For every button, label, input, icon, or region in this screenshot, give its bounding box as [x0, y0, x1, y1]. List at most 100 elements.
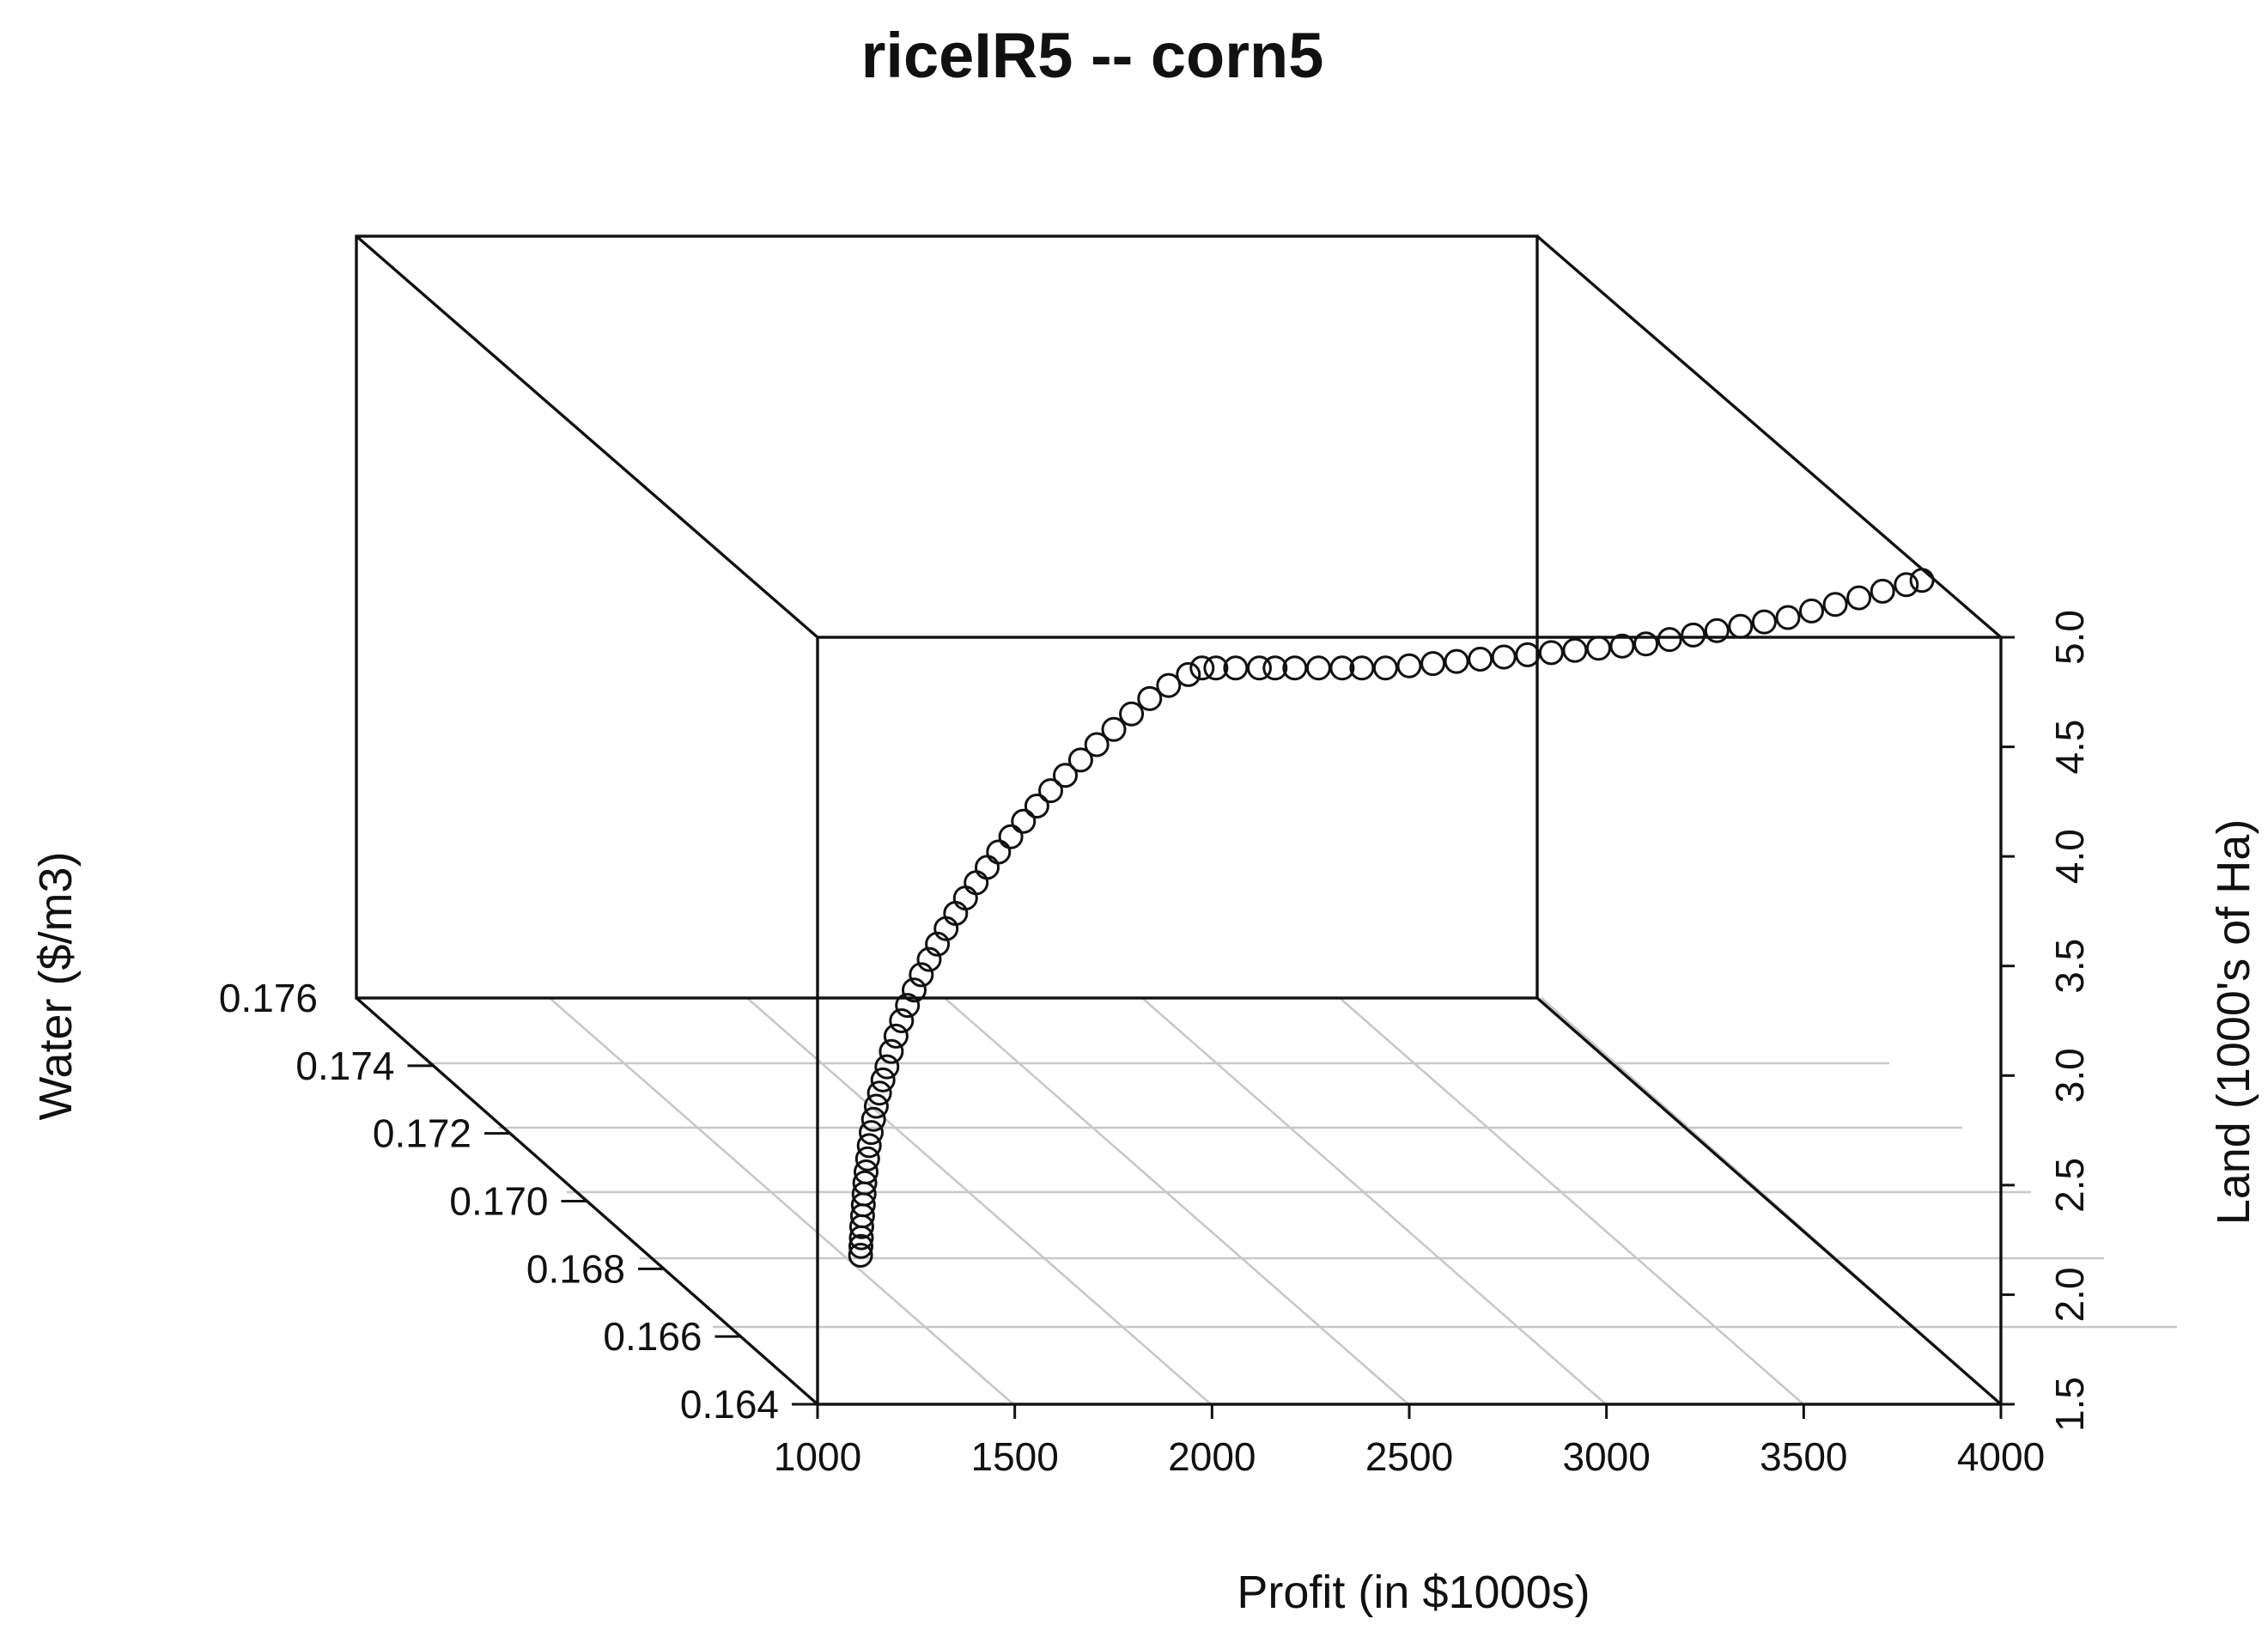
data-point	[1067, 747, 1093, 773]
z-tick-label: 2.0	[2047, 1267, 2092, 1322]
data-point	[1775, 605, 1801, 630]
data-point	[1846, 585, 1872, 611]
z-ticks: 1.5 2.0 2.5 3.0 3.5 4.0 4.5 5.0	[2001, 610, 2092, 1432]
y-tick-label: 0.168	[526, 1246, 625, 1291]
data-point	[1515, 642, 1541, 667]
data-point	[1305, 655, 1331, 681]
chart-title: riceIR5 -- corn5	[861, 20, 1324, 91]
data-point	[1262, 655, 1288, 681]
data-point	[874, 1054, 900, 1080]
z-tick-label: 2.5	[2047, 1158, 2092, 1213]
data-point	[1586, 636, 1611, 661]
data-point	[998, 824, 1024, 849]
data-point	[889, 1008, 915, 1033]
y-tick-label: 0.170	[449, 1179, 548, 1224]
z-tick-label: 4.0	[2047, 829, 2092, 884]
data-point	[1704, 618, 1730, 643]
y-axis-label: Water ($/m3)	[30, 851, 82, 1120]
z-tick-label: 3.5	[2047, 939, 2092, 994]
data-point	[870, 1067, 896, 1092]
data-point	[1894, 572, 1919, 598]
data-point	[1119, 701, 1145, 727]
data-point	[866, 1080, 892, 1106]
y-tick-label: 0.164	[680, 1382, 779, 1427]
data-point	[1538, 640, 1564, 666]
data-points	[848, 568, 1935, 1268]
data-point	[1329, 655, 1355, 681]
data-point	[1681, 622, 1706, 648]
data-point	[1011, 808, 1037, 834]
data-point	[1909, 568, 1935, 593]
x-ticks: 1000 1500 2000 2500 3000 3500 4000	[774, 1404, 2045, 1479]
x-tick-label: 1000	[774, 1434, 861, 1479]
x-tick-label: 3000	[1562, 1434, 1650, 1479]
z-tick-label: 1.5	[2047, 1377, 2092, 1432]
data-point	[1176, 661, 1201, 687]
data-point	[1609, 633, 1635, 659]
x-tick-label: 3500	[1760, 1434, 1847, 1479]
data-point	[1372, 655, 1398, 681]
data-point	[1053, 763, 1078, 788]
x-tick-label: 1500	[970, 1434, 1058, 1479]
data-point	[1024, 794, 1049, 818]
floor-grid	[428, 997, 2177, 1405]
data-point	[879, 1038, 904, 1064]
y-tick-label: 0.166	[603, 1314, 702, 1359]
data-point	[1203, 655, 1229, 681]
z-tick-label: 4.5	[2047, 720, 2092, 775]
data-point	[1189, 655, 1215, 681]
data-point	[1870, 578, 1895, 604]
data-point	[1444, 648, 1469, 674]
data-point	[854, 1146, 880, 1171]
z-tick-label: 5.0	[2047, 610, 2092, 665]
z-axis-label: Land (1000's of Ha)	[2208, 819, 2259, 1226]
y-tick-label: 0.176	[219, 976, 318, 1020]
x-axis-label: Profit (in $1000s)	[1237, 1567, 1590, 1618]
data-point	[1396, 653, 1422, 679]
data-point	[1156, 672, 1182, 698]
z-tick-label: 3.0	[2047, 1048, 2092, 1103]
data-point	[916, 946, 942, 972]
y-ticks: 0.164 0.166 0.168 0.170 0.172 0.174 0.176	[219, 976, 818, 1427]
data-point	[1038, 778, 1063, 804]
data-point	[1247, 655, 1272, 681]
data-point	[1728, 613, 1754, 639]
data-point	[860, 1106, 886, 1132]
x-tick-label: 2500	[1365, 1434, 1453, 1479]
data-point	[1223, 655, 1249, 681]
data-point	[1657, 627, 1682, 653]
data-point	[848, 1243, 873, 1268]
data-point	[859, 1120, 884, 1146]
data-point	[852, 1170, 878, 1196]
data-point	[986, 839, 1012, 865]
data-point	[1799, 598, 1824, 624]
data-point	[863, 1093, 889, 1119]
x-tick-label: 4000	[1957, 1434, 2045, 1479]
bounding-box	[355, 234, 2003, 1406]
data-point	[883, 1023, 909, 1049]
data-point	[1633, 631, 1659, 657]
data-point	[1137, 685, 1163, 711]
y-tick-label: 0.174	[295, 1044, 394, 1088]
data-point	[1420, 651, 1446, 677]
data-point	[909, 962, 934, 988]
data-point	[1491, 644, 1517, 670]
data-point	[854, 1159, 879, 1184]
data-point	[1562, 637, 1588, 663]
data-point	[1822, 592, 1848, 618]
x-tick-label: 2000	[1168, 1434, 1256, 1479]
data-point	[1101, 716, 1127, 742]
data-point	[1468, 647, 1493, 672]
data-point	[856, 1133, 882, 1159]
data-point	[1084, 732, 1110, 758]
data-point	[902, 977, 927, 1003]
data-point	[964, 870, 989, 896]
data-point	[1282, 655, 1308, 681]
data-point	[895, 993, 921, 1019]
y-tick-label: 0.172	[373, 1111, 471, 1156]
data-point	[1751, 609, 1777, 635]
data-point	[925, 931, 951, 957]
data-point	[975, 855, 1000, 880]
data-point	[848, 1233, 873, 1259]
